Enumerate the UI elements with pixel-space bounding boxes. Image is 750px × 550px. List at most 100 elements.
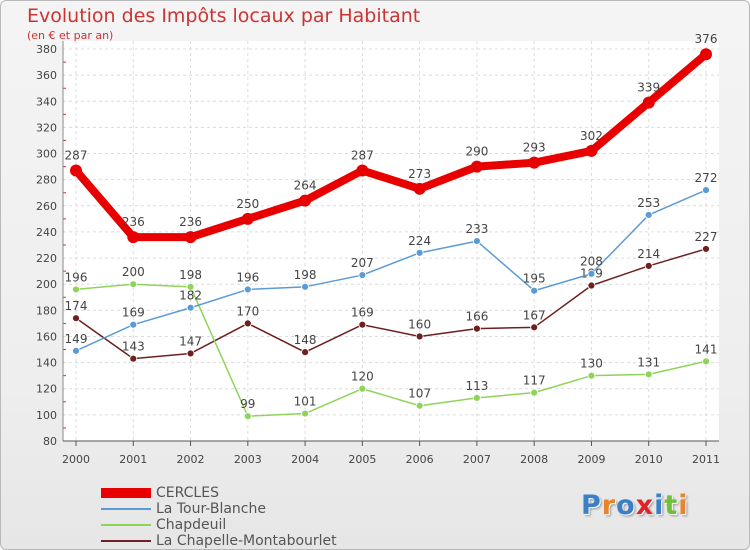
data-label: 273 (408, 167, 431, 181)
data-point (129, 354, 138, 363)
data-label: 182 (179, 289, 202, 303)
legend-label: Chapdeuil (156, 517, 227, 533)
data-label: 149 (65, 332, 88, 346)
data-label: 170 (236, 304, 259, 318)
data-point (587, 371, 596, 380)
x-tick-label: 2010 (635, 453, 663, 466)
y-tick-label: 180 (36, 304, 57, 317)
data-label: 196 (236, 270, 259, 284)
data-point (70, 164, 82, 177)
data-point (301, 348, 309, 357)
data-label: 287 (351, 149, 374, 163)
data-point (358, 271, 367, 279)
data-label: 148 (294, 333, 317, 347)
y-tick-label: 120 (36, 383, 57, 396)
data-label: 143 (122, 340, 145, 354)
chart-title: Evolution des Impôts locaux par Habitant (27, 5, 421, 27)
data-point (644, 370, 653, 379)
data-label: 250 (236, 197, 259, 211)
x-tick-label: 2004 (291, 453, 319, 466)
data-point (129, 320, 138, 329)
legend-swatch (101, 488, 151, 498)
logo-letter: i (654, 490, 665, 521)
data-point (530, 388, 539, 397)
data-label: 200 (122, 265, 145, 279)
data-label: 272 (695, 171, 718, 185)
data-label: 264 (294, 179, 317, 193)
data-point (413, 182, 426, 195)
data-label: 253 (637, 196, 660, 210)
data-point (184, 231, 197, 244)
data-point (415, 332, 424, 341)
y-tick-label: 340 (36, 95, 57, 108)
data-label: 224 (408, 234, 431, 248)
x-tick-label: 2003 (234, 453, 262, 466)
data-label: 167 (523, 308, 546, 322)
logo-letter: r (601, 490, 617, 521)
data-label: 147 (179, 334, 202, 348)
data-label: 214 (637, 247, 660, 261)
x-tick-label: 2005 (348, 453, 376, 466)
data-point (473, 237, 481, 245)
data-label: 174 (65, 299, 88, 313)
data-point (72, 285, 80, 294)
chart-subtitle: (en € et par an) (27, 29, 114, 42)
data-label: 169 (122, 306, 145, 320)
data-point (301, 409, 309, 418)
legend-label: CERCLES (156, 485, 219, 501)
data-point (299, 194, 312, 207)
data-label: 131 (637, 355, 660, 369)
data-label: 376 (695, 32, 718, 46)
x-tick-label: 2000 (62, 453, 90, 466)
data-point (301, 282, 309, 291)
data-label: 236 (122, 215, 145, 229)
data-point (241, 212, 254, 225)
data-point (129, 280, 138, 289)
y-tick-label: 380 (36, 43, 57, 56)
x-tick-label: 2001 (119, 453, 147, 466)
proxiti-logo: Proxiti (581, 490, 689, 521)
data-point (642, 96, 655, 109)
x-tick-label: 2002 (177, 453, 205, 466)
data-label: 339 (637, 81, 660, 95)
data-point (585, 144, 598, 157)
series-line (75, 283, 707, 417)
legend-swatch (101, 524, 151, 526)
logo-letter: t (664, 490, 679, 521)
x-tick-label: 2006 (406, 453, 434, 466)
data-point (700, 48, 712, 61)
data-point (470, 160, 483, 173)
data-label: 113 (465, 379, 488, 393)
data-point (358, 320, 367, 329)
legend-label: La Chapelle-Montabourlet (156, 533, 337, 549)
y-tick-label: 80 (43, 435, 57, 448)
logo-letter: o (616, 490, 636, 521)
data-label: 141 (695, 342, 718, 356)
data-point (644, 262, 653, 270)
data-point (72, 314, 80, 323)
y-tick-label: 140 (36, 357, 57, 370)
series-line (75, 248, 707, 360)
data-point (702, 186, 710, 195)
data-label: 302 (580, 129, 603, 143)
data-label: 198 (179, 268, 202, 282)
x-tick-label: 2009 (577, 453, 605, 466)
data-label: 233 (465, 222, 488, 236)
x-tick-label: 2008 (520, 453, 548, 466)
data-point (72, 346, 80, 355)
data-point (415, 248, 424, 257)
data-label: 293 (523, 141, 546, 155)
data-point (243, 319, 252, 328)
data-point (530, 323, 539, 332)
x-tick-label: 2007 (463, 453, 491, 466)
x-tick-label: 2011 (692, 453, 720, 466)
legend-swatch (101, 508, 151, 510)
data-label: 117 (523, 374, 546, 388)
data-label: 101 (294, 395, 317, 409)
data-label: 287 (65, 149, 88, 163)
data-point (644, 211, 653, 219)
y-tick-label: 360 (36, 69, 57, 82)
logo-letter: P (581, 490, 602, 521)
y-tick-label: 320 (36, 121, 57, 134)
data-label: 130 (580, 357, 603, 371)
